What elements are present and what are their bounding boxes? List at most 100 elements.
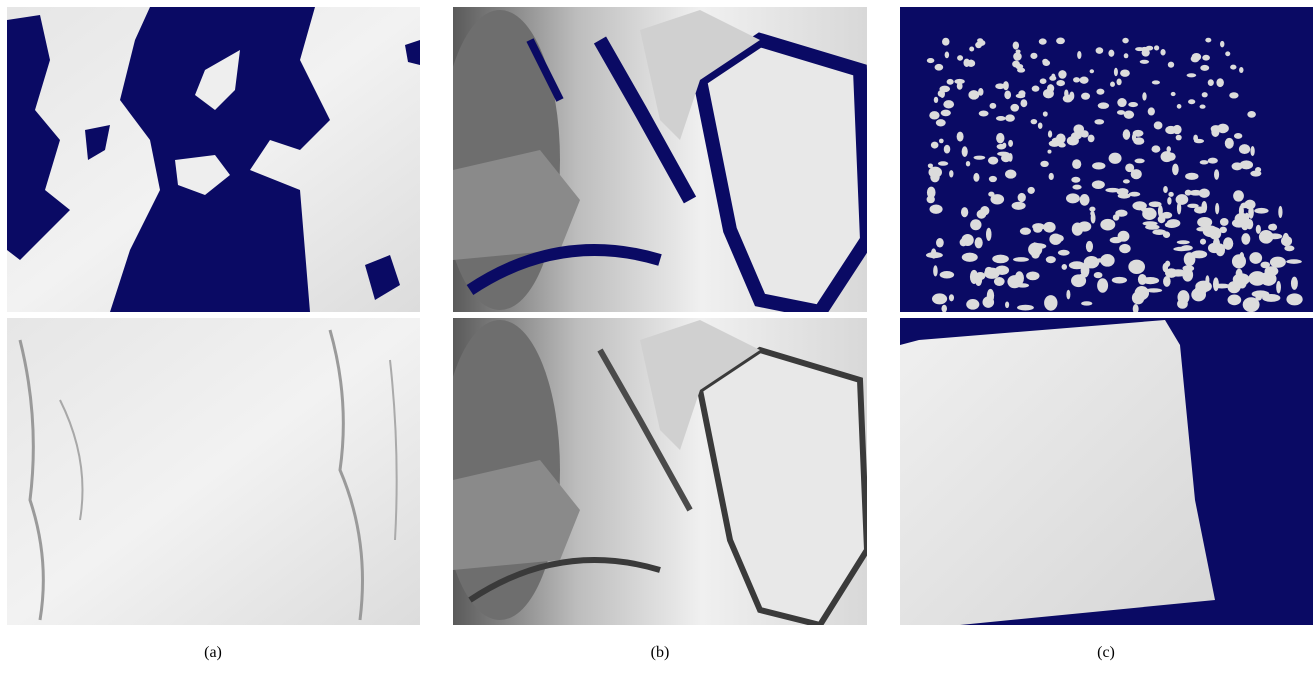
speckle [933, 265, 938, 276]
speckle [1191, 288, 1206, 301]
speckle [1202, 92, 1208, 97]
speckle [1040, 161, 1049, 167]
speckle [1254, 208, 1268, 214]
figure: (a) (b) (c) [0, 0, 1314, 669]
speckle [1044, 295, 1057, 311]
speckle [1189, 190, 1202, 196]
speckle [1160, 49, 1165, 56]
speckle [1269, 224, 1277, 231]
speckle [927, 58, 935, 63]
speckle [1173, 247, 1189, 251]
speckle [1124, 53, 1129, 58]
speckle [1151, 145, 1160, 152]
speckle [1220, 218, 1229, 226]
speckle [1030, 53, 1037, 59]
speckle [1058, 70, 1066, 79]
speckle [1013, 41, 1019, 49]
caption: (b) [651, 644, 670, 661]
speckle [1129, 192, 1141, 197]
speckle [940, 271, 955, 278]
speckle [939, 139, 944, 144]
speckle [944, 145, 951, 154]
speckle [1002, 143, 1006, 149]
speckle [1255, 167, 1261, 172]
speckle [1205, 275, 1209, 285]
speckle [947, 79, 954, 85]
speckle [1188, 99, 1195, 104]
speckle [989, 176, 997, 182]
speckle [1239, 67, 1243, 73]
speckle [1234, 133, 1242, 139]
speckle [1247, 111, 1256, 118]
speckle [990, 194, 1004, 204]
speckle [1240, 160, 1253, 169]
speckle [1264, 276, 1273, 285]
speckle [1012, 202, 1026, 210]
speckle [1177, 104, 1182, 109]
speckle [957, 132, 964, 142]
speckle [1286, 293, 1302, 305]
speckle [1124, 110, 1134, 118]
speckle [1213, 277, 1219, 291]
speckle [1040, 78, 1047, 84]
speckle [1228, 295, 1242, 306]
speckle [961, 207, 968, 217]
speckle [957, 55, 963, 61]
speckle [1158, 205, 1163, 217]
speckle [1113, 214, 1120, 220]
speckle [1191, 250, 1207, 258]
speckle [1176, 135, 1182, 141]
speckle [1096, 47, 1104, 54]
speckle [1013, 52, 1022, 60]
speckle [966, 161, 970, 166]
speckle [1081, 130, 1089, 137]
speckle [1062, 264, 1068, 270]
speckle [1229, 92, 1238, 98]
speckle [1049, 140, 1060, 147]
speckle [1008, 140, 1013, 147]
speckle [1220, 41, 1224, 48]
speckle [985, 267, 993, 274]
speckle [1094, 119, 1104, 124]
speckle [963, 59, 969, 67]
speckle [1008, 153, 1013, 162]
speckle [1132, 291, 1145, 304]
speckle [1167, 197, 1171, 205]
speckle [1133, 304, 1139, 314]
speckle [1109, 153, 1122, 164]
speckle [1047, 84, 1054, 93]
caption: (c) [1097, 644, 1115, 661]
speckle [1016, 49, 1021, 53]
shape [7, 318, 420, 625]
speckle [1097, 278, 1108, 292]
speckle [1072, 185, 1081, 190]
speckle [1081, 93, 1090, 100]
speckle [1177, 240, 1190, 244]
speckle [1200, 160, 1209, 164]
speckle [970, 219, 981, 230]
speckle [1123, 131, 1129, 136]
speckle [1117, 110, 1125, 115]
panel-c-bottom [900, 318, 1313, 625]
speckle [1154, 45, 1159, 50]
speckle [1169, 269, 1186, 276]
speckle [1069, 261, 1085, 269]
speckle [979, 111, 989, 117]
speckle [1122, 38, 1128, 44]
speckle [1005, 301, 1009, 308]
speckle [1148, 107, 1155, 115]
speckle [1120, 69, 1130, 76]
speckle [1020, 99, 1027, 107]
speckle [1168, 62, 1174, 68]
speckle [1286, 259, 1302, 264]
speckle [1187, 73, 1197, 77]
speckle [996, 133, 1004, 144]
speckle [1051, 74, 1055, 79]
speckle [932, 293, 947, 304]
speckle [1114, 68, 1118, 77]
shape [900, 320, 1215, 625]
speckle [973, 173, 979, 182]
speckle [949, 170, 953, 177]
speckle [1123, 179, 1130, 183]
speckle [1216, 78, 1223, 87]
